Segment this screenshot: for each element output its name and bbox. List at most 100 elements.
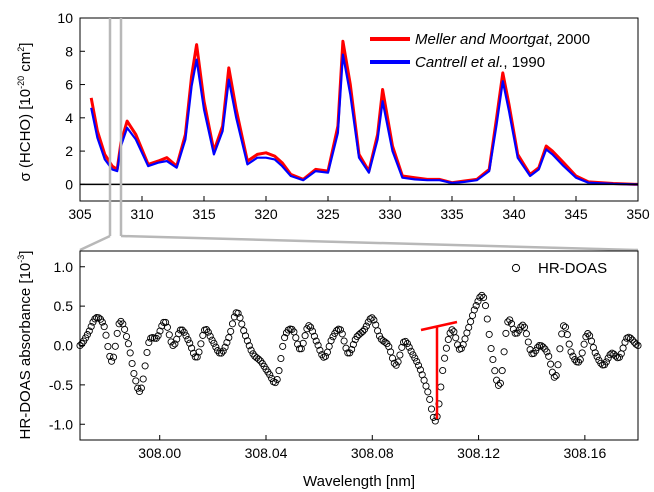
top-x-tick-label: 310 [130,206,154,222]
hr-doas-point [249,350,257,358]
hr-doas-point [238,320,246,328]
hr-doas-point [398,343,406,351]
hr-doas-point [221,343,229,351]
bottom-y-tick-label: -0.5 [49,377,73,393]
hr-doas-point [465,323,473,332]
hr-doas-point [113,329,121,337]
legend-label-hr-doas: HR-DOAS [538,260,607,277]
hr-doas-point [628,336,636,344]
hr-doas-point [615,353,623,361]
top-y-tick-label: 0 [65,176,73,192]
hr-doas-point [111,342,119,350]
hr-doas-point [240,327,248,335]
hr-doas-point [517,323,525,331]
hr-doas-point [178,326,186,334]
hr-doas-point [215,349,224,357]
hr-doas-point [441,354,449,362]
hr-doas-point [301,332,309,340]
hr-doas-point [316,346,324,354]
hr-doas-point [627,334,635,342]
top-axis-group: 305 310 315 320 325 330 335 340 345 350 0 2 4 6 8 10 [57,10,649,222]
hr-doas-point [197,340,205,348]
hr-doas-point [189,349,198,357]
hr-doas-point [176,326,184,334]
hr-doas-point [480,293,488,302]
hr-doas-point [502,329,510,337]
hr-doas-point [442,344,450,352]
hr-doas-point [333,327,341,335]
top-series-group [89,39,639,186]
hr-doas-point [145,338,153,347]
hr-doas-point [569,352,577,360]
hr-doas-point [388,354,397,362]
top-x-tick-label: 305 [68,206,92,222]
hr-doas-point [539,343,547,351]
hr-doas-point [85,327,93,335]
hr-doas-point [366,315,374,323]
hr-doas-point [165,331,173,339]
bottom-series-group [76,291,642,425]
hr-doas-point [413,357,421,366]
hr-doas-point [457,344,465,353]
top-y-axis-title: σ (HCHO) [10-20 cm2] [16,43,34,182]
hr-doas-point [401,337,410,345]
hr-doas-point [621,338,629,346]
hr-doas-point [416,366,424,374]
hr-doas-point [437,383,445,391]
top-y-tick-label: 2 [65,143,73,159]
annotation-baseline [420,320,458,332]
absorption-line-annotation [420,320,458,419]
bottom-y-tick-label: 0.0 [54,338,74,354]
hr-doas-point [403,339,411,348]
top-x-tick-label: 315 [192,206,216,222]
hr-doas-point [571,356,579,364]
hr-doas-point [121,325,129,333]
series-line-cantrell [90,53,639,186]
hr-doas-point [461,335,469,343]
bottom-x-tick-label: 308.00 [138,445,181,461]
hr-doas-point [567,348,575,356]
hr-doas-point [496,379,504,387]
hr-doas-point [556,345,564,353]
hr-doas-point [139,375,147,383]
hr-doas-point [632,340,640,348]
hr-doas-point [610,350,618,358]
hr-doas-point [225,334,233,342]
hr-doas-point [100,323,108,331]
hr-doas-point [580,340,588,348]
hr-doas-point [182,332,190,340]
hr-doas-point [247,346,255,354]
hr-doas-point [234,309,242,317]
top-y-tick-label: 4 [65,110,73,126]
hr-doas-point [307,323,315,331]
hr-doas-point [206,332,214,340]
hr-doas-point [467,318,475,326]
hr-doas-point [478,291,486,299]
hr-doas-point [180,328,188,336]
hr-doas-point [424,388,432,396]
top-y-tick-label: 10 [57,10,73,26]
hr-doas-point [349,340,357,349]
hr-doas-point [494,381,503,389]
hr-doas-point [314,341,322,349]
hr-doas-point [550,373,558,381]
hr-doas-point [381,338,389,346]
hr-doas-point [122,332,131,341]
bottom-plot-frame [79,250,639,441]
hr-doas-point [560,322,568,330]
zoom-connector-right [120,234,639,252]
hr-doas-point [390,359,398,367]
hr-doas-point [561,323,570,331]
hr-doas-point [241,332,250,340]
hr-doas-point [558,330,566,338]
hr-doas-point [448,326,456,334]
hr-doas-point [193,353,201,361]
hr-doas-point [426,395,434,403]
hr-doas-point [543,348,551,356]
legend-marker-hr-doas [511,263,521,273]
top-y-tick-label: 8 [65,43,73,59]
hr-doas-point [563,331,571,339]
top-x-tick-label: 335 [440,206,464,222]
hr-doas-point [534,343,542,351]
hr-doas-point [217,349,225,357]
